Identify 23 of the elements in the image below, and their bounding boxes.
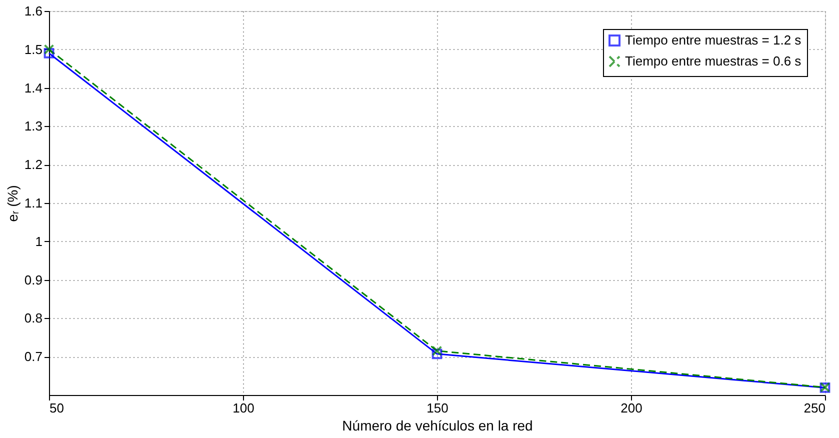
- x-tick-label: 250: [804, 400, 826, 416]
- y-tick-label: 1.4: [24, 80, 42, 96]
- point: [432, 348, 442, 360]
- point: [44, 48, 54, 58]
- legend-label: Tiempo entre muestras = 1.2 s: [625, 32, 802, 48]
- point: [44, 44, 54, 55]
- y-tick-label: 1.6: [24, 4, 42, 18]
- x-axis-title: Número de vehículos en la red: [342, 418, 533, 434]
- y-tick-label: 0.9: [24, 272, 42, 288]
- y-axis-title: eᵣ (%): [4, 185, 20, 222]
- x-tick-label: 50: [50, 400, 64, 416]
- y-tick-label: 1.1: [24, 196, 42, 210]
- legend-label: Tiempo entre muestras = 0.6 s: [625, 54, 802, 68]
- y-tick-label: 1.5: [24, 42, 42, 57]
- y-tick-label: 0.7: [24, 349, 42, 364]
- x-tick-label: 100: [232, 400, 254, 416]
- y-tick-label: 1.3: [24, 118, 42, 134]
- point: [432, 346, 442, 356]
- y-tick-label: 1: [35, 234, 42, 249]
- x-tick-label: 150: [426, 400, 448, 416]
- x-tick-label: 200: [620, 400, 642, 416]
- y-tick-label: 1.2: [24, 157, 42, 172]
- y-tick-label: 0.8: [24, 310, 42, 326]
